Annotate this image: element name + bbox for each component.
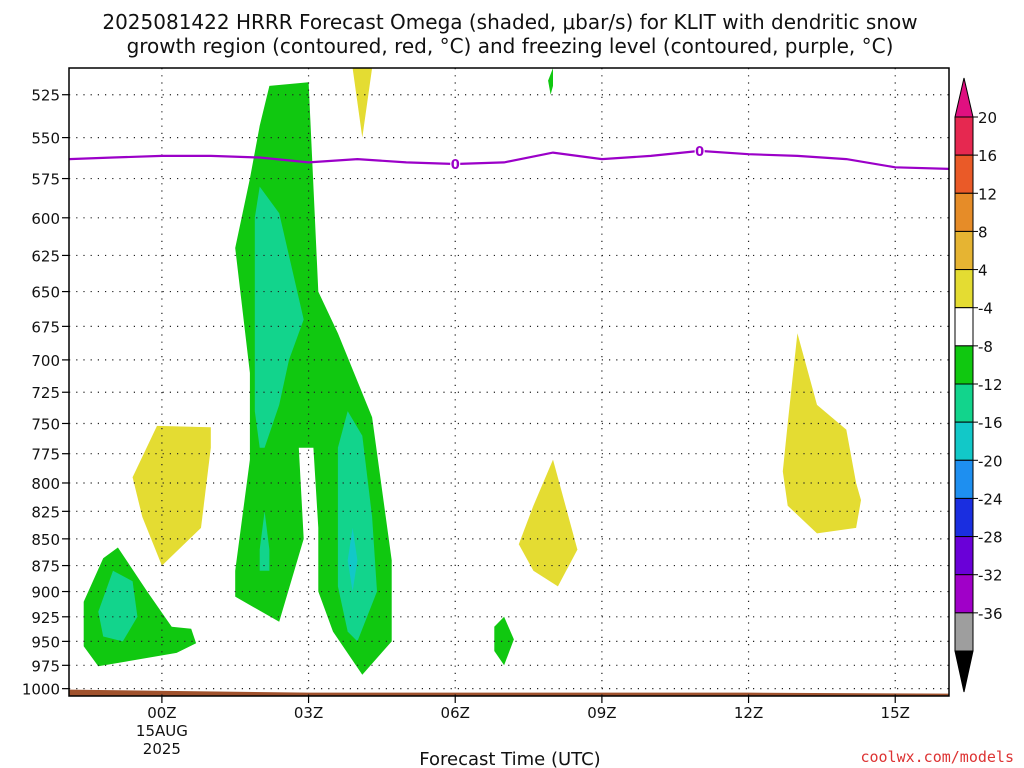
colorbar-label: -20 (978, 452, 1003, 470)
omega-region (782, 333, 861, 534)
grid-lines (69, 68, 949, 696)
y-tick-label: 950 (31, 633, 60, 651)
colorbar-label: -32 (978, 567, 1003, 585)
colorbar-swatch (954, 536, 974, 576)
ground-surface (69, 689, 949, 696)
freezing-label: 0 (451, 158, 460, 173)
freezing-label-bg (450, 156, 461, 173)
colorbar-label: 4 (978, 262, 988, 280)
y-axis: 525 550 575 600 625 650 675 700 725 750 775 800 825 8… (22, 87, 69, 699)
chart-title-line2: growth region (contoured, red, °C) and f… (127, 34, 894, 58)
omega-region (98, 570, 138, 642)
x-tick-label: 12Z (734, 704, 763, 722)
omega-region (132, 425, 211, 566)
y-tick-label: 875 (31, 558, 60, 576)
freezing-level-line (68, 149, 950, 170)
credit-text: coolwx.com/models (860, 748, 1014, 766)
omega-region (259, 511, 270, 571)
x-tick-label: 03Z (294, 704, 323, 722)
ground-fill (69, 689, 949, 696)
y-tick-label: 550 (31, 130, 60, 148)
colorbar-label: 8 (978, 223, 988, 241)
y-tick-label: 650 (31, 284, 60, 302)
colorbar-label: -16 (978, 414, 1003, 432)
y-tick-label: 825 (31, 503, 60, 521)
y-tick-label: 850 (31, 531, 60, 549)
colorbar-swatch (954, 612, 974, 652)
omega-region (518, 459, 578, 587)
colorbar-swatch (954, 307, 974, 347)
colorbar-swatch (954, 383, 974, 423)
y-tick-label: 1000 (22, 681, 60, 699)
colorbar-label: 20 (978, 109, 997, 127)
x-axis-title: Forecast Time (UTC) (419, 749, 600, 768)
colorbar-swatch (954, 154, 974, 194)
colorbar-swatch (954, 269, 974, 309)
colorbar-label: 16 (978, 147, 997, 165)
x-tick-date: 15AUG (136, 722, 188, 740)
colorbar-swatch (954, 421, 974, 461)
omega-region (337, 411, 377, 642)
omega-region (494, 616, 514, 666)
freezing-level-contour: 00 (68, 142, 950, 173)
x-tick-label: 00Z (147, 704, 176, 722)
y-tick-label: 925 (31, 609, 60, 627)
freezing-label: 0 (695, 145, 704, 160)
colorbar-label: -4 (978, 300, 993, 318)
x-tick-label: 09Z (587, 704, 616, 722)
colorbar-label: -24 (978, 490, 1003, 508)
colorbar-swatch (954, 345, 974, 385)
y-tick-label: 525 (31, 87, 60, 105)
omega-region (254, 186, 304, 448)
y-tick-label: 600 (31, 210, 60, 228)
x-tick-label: 15Z (881, 704, 910, 722)
colorbar-swatch (954, 230, 974, 271)
omega-region (352, 68, 373, 138)
colorbar-swatch (954, 497, 974, 538)
omega-region (347, 527, 358, 592)
colorbar-arrow-bottom (954, 650, 974, 693)
y-tick-label: 900 (31, 584, 60, 602)
y-tick-label: 775 (31, 446, 60, 464)
colorbar-arrow-top (954, 77, 974, 118)
omega-shading (83, 68, 861, 675)
y-tick-label: 975 (31, 657, 60, 675)
freezing-label-bg (694, 142, 705, 159)
y-tick-label: 750 (31, 415, 60, 433)
colorbar-label: -36 (978, 605, 1003, 623)
plot-frame (68, 67, 950, 697)
x-tick-label: 06Z (441, 704, 470, 722)
colorbar-label: 12 (978, 185, 997, 203)
chart-title-line1: 2025081422 HRRR Forecast Omega (shaded, … (102, 10, 917, 34)
y-tick-label: 625 (31, 247, 60, 265)
colorbar-swatch (954, 192, 974, 232)
colorbar-label: -28 (978, 529, 1003, 547)
y-tick-label: 675 (31, 318, 60, 336)
colorbar: 20 16 12 8 4 -4 -8 -12 -16 -20 -24 -28 -32 -36 (954, 77, 1003, 693)
colorbar-label: -12 (978, 376, 1003, 394)
x-tick-year: 2025 (143, 740, 181, 758)
colorbar-label: -8 (978, 338, 993, 356)
omega-region (548, 68, 553, 95)
colorbar-swatch (954, 574, 974, 614)
y-tick-label: 700 (31, 352, 60, 370)
colorbar-swatch (954, 459, 974, 499)
y-tick-label: 575 (31, 171, 60, 189)
colorbar-swatch (954, 116, 974, 156)
y-tick-label: 800 (31, 475, 60, 493)
y-tick-label: 725 (31, 384, 60, 402)
